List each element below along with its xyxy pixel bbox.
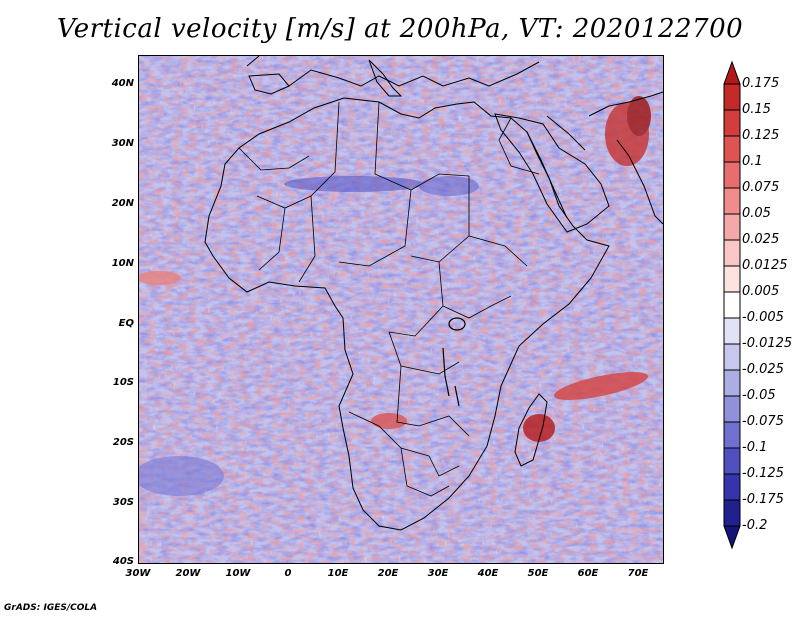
footer-credit: GrADS: IGES/COLA xyxy=(4,603,98,613)
colorbar xyxy=(723,60,741,550)
country-borders xyxy=(238,101,540,497)
lat-label-30n: 30N xyxy=(111,138,134,149)
colorbar-label: -0.2 xyxy=(742,518,768,533)
lat-label-30s: 30S xyxy=(112,497,134,508)
colorbar-label: 0.0125 xyxy=(742,258,788,273)
colorbar-label: -0.0125 xyxy=(742,336,793,351)
lon-label-20w: 20W xyxy=(175,568,201,579)
colorbar-label: 0.125 xyxy=(742,128,780,143)
colorbar-segment xyxy=(723,317,741,345)
colorbar-top-triangle xyxy=(723,60,741,85)
lat-label-40n: 40N xyxy=(111,78,134,89)
colorbar-label: 0.075 xyxy=(742,180,780,195)
coastlines xyxy=(204,56,663,531)
lat-label-10n: 10N xyxy=(111,258,134,269)
lon-label-30w: 30W xyxy=(125,568,151,579)
lon-label-70e: 70E xyxy=(627,568,649,579)
colorbar-label: -0.1 xyxy=(742,440,768,455)
lat-label-40s: 40S xyxy=(112,556,134,567)
colorbar-label: -0.075 xyxy=(742,414,784,429)
colorbar-segment xyxy=(723,213,741,241)
colorbar-segment xyxy=(723,421,741,449)
colorbar-label: 0.025 xyxy=(742,232,780,247)
colorbar-label: 0.15 xyxy=(742,102,771,117)
colorbar-label: -0.005 xyxy=(742,310,784,325)
colorbar-segment xyxy=(723,161,741,189)
lon-label-0: 0 xyxy=(284,568,292,579)
colorbar-segment xyxy=(723,109,741,137)
colorbar-segment xyxy=(723,395,741,423)
colorbar-label: 0.175 xyxy=(742,76,780,91)
colorbar-bottom-triangle xyxy=(723,525,741,550)
colorbar-segment xyxy=(723,499,741,527)
lon-label-20e: 20E xyxy=(377,568,399,579)
colorbar-label: -0.05 xyxy=(742,388,776,403)
colorbar-segment xyxy=(723,187,741,215)
colorbar-label: -0.175 xyxy=(742,492,784,507)
lat-label-eq: EQ xyxy=(118,318,134,329)
chart-title: Vertical velocity [m/s] at 200hPa, VT: 2… xyxy=(56,14,744,44)
colorbar-segment xyxy=(723,447,741,475)
lat-label-20s: 20S xyxy=(112,437,134,448)
colorbar-segment xyxy=(723,83,741,111)
lon-label-50e: 50E xyxy=(527,568,549,579)
lat-label-10s: 10S xyxy=(112,377,134,388)
colorbar-segment xyxy=(723,291,741,319)
colorbar-label: -0.125 xyxy=(742,466,784,481)
strong-updraft-features xyxy=(139,96,651,442)
lon-label-10w: 10W xyxy=(225,568,251,579)
colorbar-segment xyxy=(723,265,741,293)
colorbar-segment xyxy=(723,343,741,371)
colorbar-segment xyxy=(723,473,741,501)
lon-label-10e: 10E xyxy=(327,568,349,579)
lon-label-40e: 40E xyxy=(477,568,499,579)
colorbar-segment xyxy=(723,239,741,267)
colorbar-label: 0.005 xyxy=(742,284,780,299)
lon-label-60e: 60E xyxy=(577,568,599,579)
colorbar-label: -0.025 xyxy=(742,362,784,377)
colorbar-label: 0.1 xyxy=(742,154,763,169)
map-panel xyxy=(138,55,664,564)
map-canvas xyxy=(139,56,663,563)
colorbar-segment xyxy=(723,369,741,397)
lat-label-20n: 20N xyxy=(111,198,134,209)
lon-label-30e: 30E xyxy=(427,568,449,579)
colorbar-segment xyxy=(723,135,741,163)
lakes xyxy=(442,317,466,407)
colorbar-label: 0.05 xyxy=(742,206,771,221)
field-contour-texture xyxy=(139,56,663,563)
